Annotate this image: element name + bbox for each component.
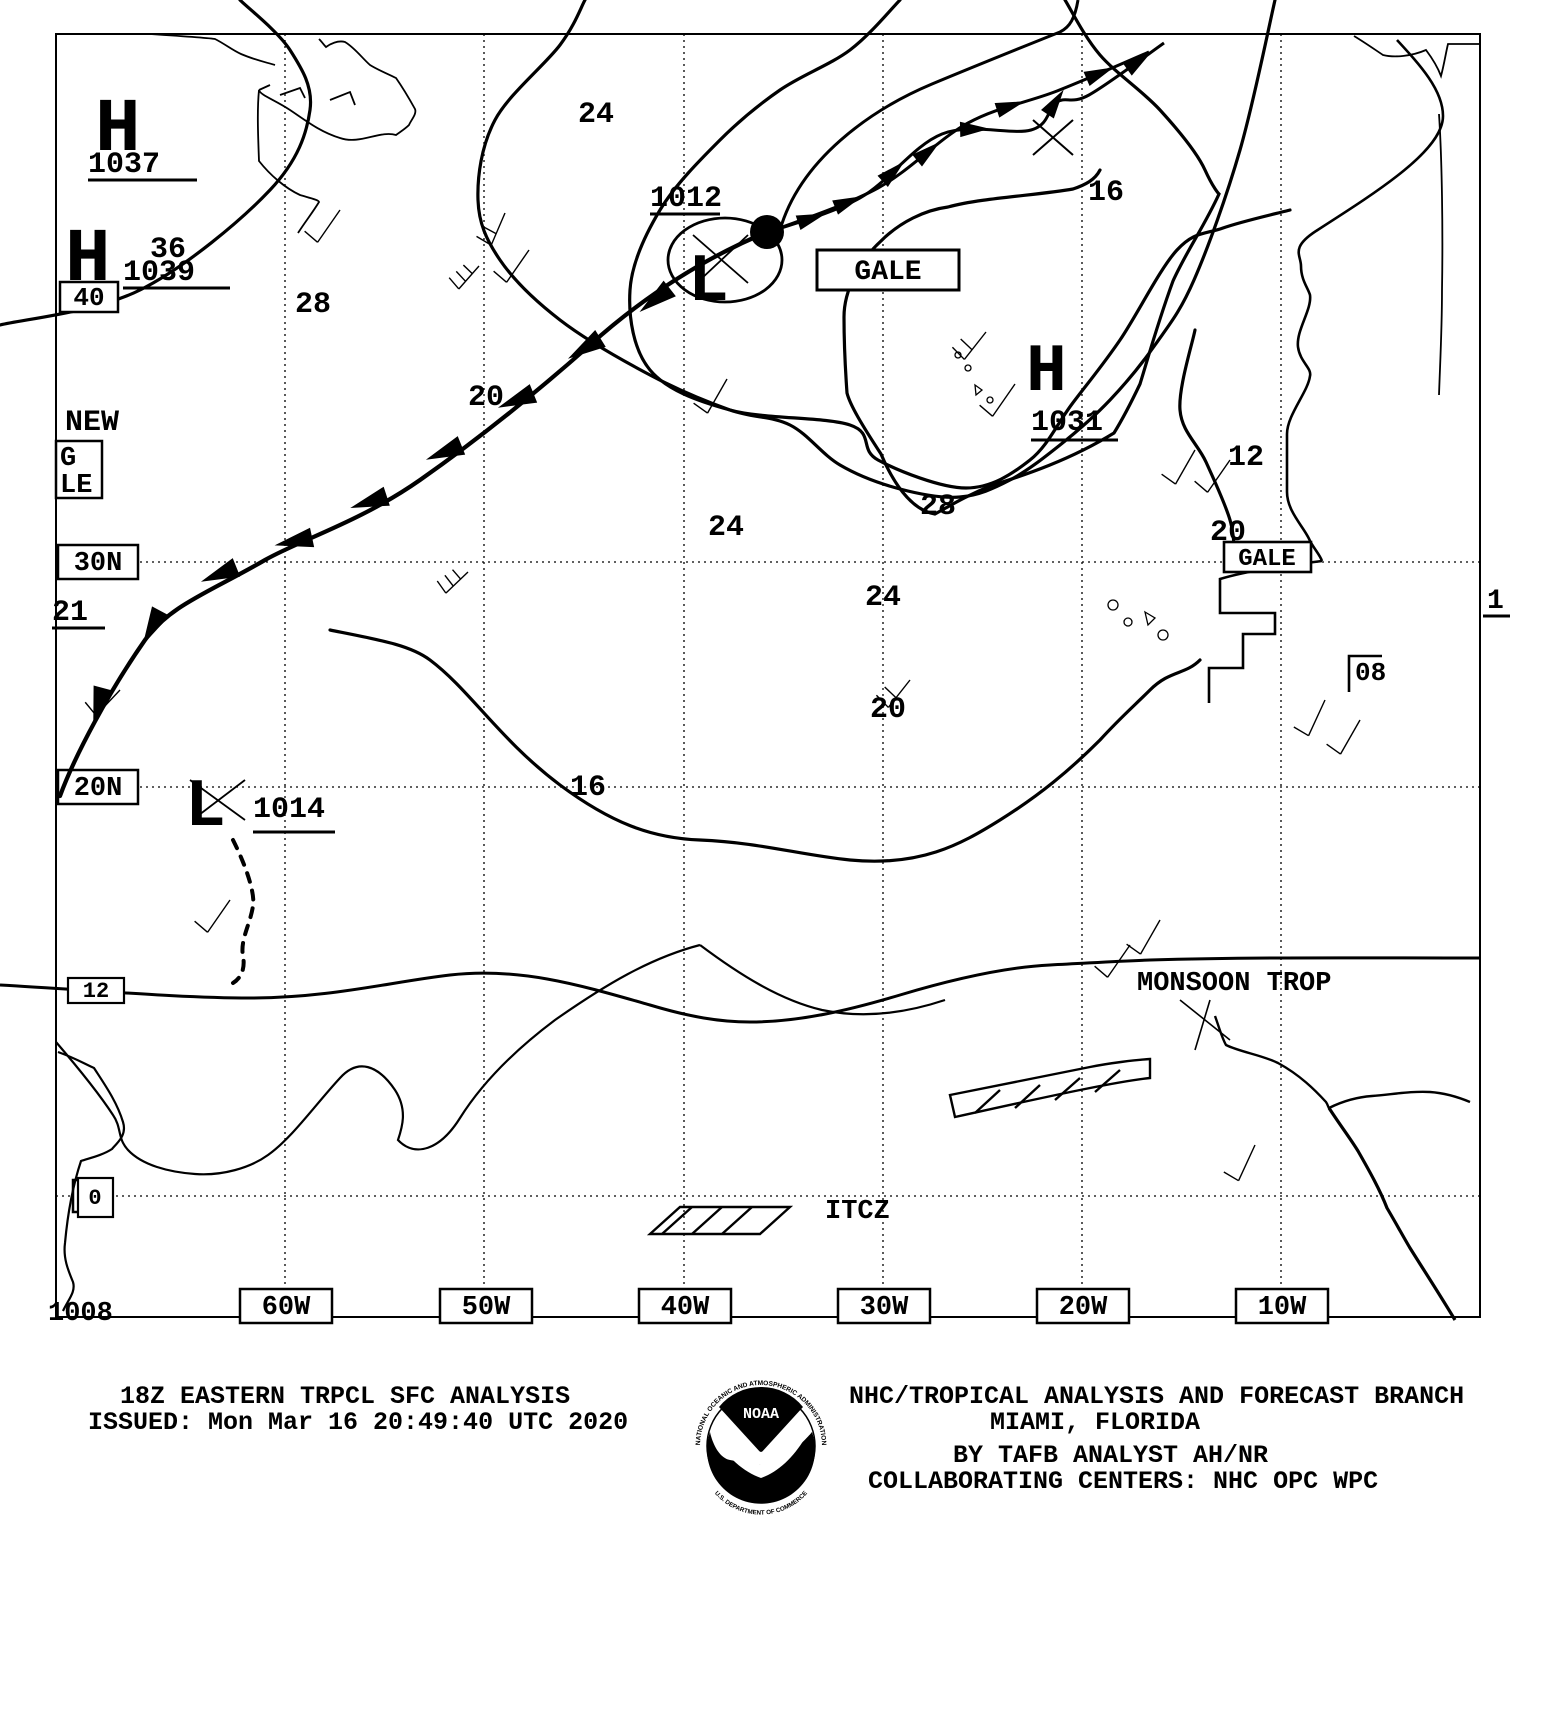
svg-text:1: 1 xyxy=(1487,586,1504,617)
svg-text:ITCZ: ITCZ xyxy=(825,1197,890,1227)
svg-text:60W: 60W xyxy=(262,1293,311,1323)
svg-text:24: 24 xyxy=(578,98,614,132)
svg-text:12: 12 xyxy=(1228,441,1264,475)
svg-text:20: 20 xyxy=(468,381,504,415)
svg-text:GALE: GALE xyxy=(854,257,921,288)
svg-text:H: H xyxy=(1026,334,1067,411)
svg-text:1012: 1012 xyxy=(650,182,722,216)
svg-text:1014: 1014 xyxy=(253,793,325,827)
svg-text:COLLABORATING CENTERS: NHC OP: COLLABORATING CENTERS: NHC OPC WPC xyxy=(868,1467,1378,1496)
svg-text:30N: 30N xyxy=(74,549,123,579)
svg-text:40: 40 xyxy=(73,283,104,313)
svg-text:0: 0 xyxy=(88,1186,101,1211)
svg-text:LE: LE xyxy=(60,471,92,501)
svg-text:18Z EASTERN TRPCL SFC ANALYSIS: 18Z EASTERN TRPCL SFC ANALYSIS xyxy=(120,1382,570,1411)
svg-text:MONSOON TROP: MONSOON TROP xyxy=(1137,969,1331,999)
svg-text:NOAA: NOAA xyxy=(743,1406,779,1423)
svg-text:16: 16 xyxy=(1088,176,1124,210)
svg-text:1008: 1008 xyxy=(48,1299,113,1329)
svg-text:20: 20 xyxy=(870,693,906,727)
svg-text:21: 21 xyxy=(52,596,88,630)
svg-text:28: 28 xyxy=(295,288,331,322)
svg-text:24: 24 xyxy=(708,511,744,545)
svg-text:BY TAFB ANALYST AH/NR: BY TAFB ANALYST AH/NR xyxy=(953,1441,1268,1470)
svg-text:30W: 30W xyxy=(860,1293,909,1323)
svg-text:50W: 50W xyxy=(462,1293,511,1323)
svg-text:24: 24 xyxy=(865,581,901,615)
svg-text:20N: 20N xyxy=(74,774,123,804)
svg-text:1039: 1039 xyxy=(123,256,195,290)
svg-text:ISSUED: Mon Mar 16 20:49:40 U: ISSUED: Mon Mar 16 20:49:40 UTC 2020 xyxy=(88,1408,628,1437)
svg-text:GALE: GALE xyxy=(1238,546,1296,573)
svg-text:1037: 1037 xyxy=(88,148,160,182)
svg-text:20W: 20W xyxy=(1059,1293,1108,1323)
svg-text:08: 08 xyxy=(1355,658,1386,688)
svg-text:NHC/TROPICAL ANALYSIS AND FORE: NHC/TROPICAL ANALYSIS AND FORECAST BRANC… xyxy=(849,1382,1464,1411)
svg-text:10W: 10W xyxy=(1258,1293,1307,1323)
svg-text:L: L xyxy=(688,244,729,321)
svg-text:12: 12 xyxy=(83,979,109,1004)
svg-text:MIAMI, FLORIDA: MIAMI, FLORIDA xyxy=(990,1408,1200,1437)
svg-text:1031: 1031 xyxy=(1031,406,1103,440)
svg-text:G: G xyxy=(60,444,76,474)
svg-text:40W: 40W xyxy=(661,1293,710,1323)
svg-text:16: 16 xyxy=(570,771,606,805)
svg-text:28: 28 xyxy=(920,490,956,524)
svg-text:NEW: NEW xyxy=(65,406,119,440)
